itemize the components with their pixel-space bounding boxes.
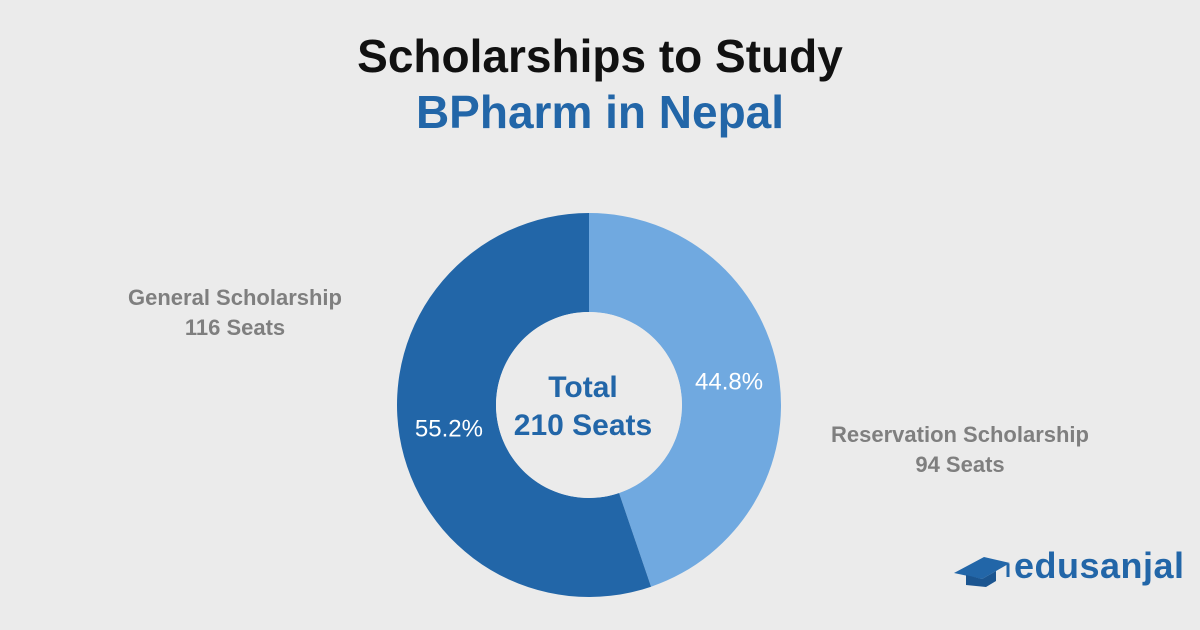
center-label-line-2: 210 Seats [514, 409, 652, 442]
general-scholarship-name: General Scholarship [128, 285, 342, 310]
center-label-line-1: Total [548, 371, 617, 404]
graduation-cap-icon [954, 557, 1010, 587]
brand-logo: edusanjal [952, 543, 1185, 593]
label-reservation-scholarship: Reservation Scholarship 94 Seats [800, 420, 1120, 480]
slice-general-scholarship [397, 213, 652, 597]
logo-text: edusanjal [1014, 545, 1185, 586]
reservation-scholarship-name: Reservation Scholarship [831, 422, 1089, 447]
donut-hole [496, 312, 682, 498]
percent-label-general-scholarship: 55.2% [415, 415, 483, 442]
percent-label-reservation-scholarship: 44.8% [695, 369, 763, 396]
title-line-1: Scholarships to Study [357, 30, 843, 82]
title-line-2: BPharm in Nepal [415, 86, 785, 138]
label-general-scholarship: General Scholarship 116 Seats [100, 283, 370, 343]
chart-title: Scholarships to Study BPharm in Nepal [0, 28, 1200, 140]
slice-reservation-scholarship [589, 213, 782, 587]
general-scholarship-seats: 116 Seats [184, 315, 286, 340]
reservation-scholarship-seats: 94 Seats [915, 452, 1005, 477]
